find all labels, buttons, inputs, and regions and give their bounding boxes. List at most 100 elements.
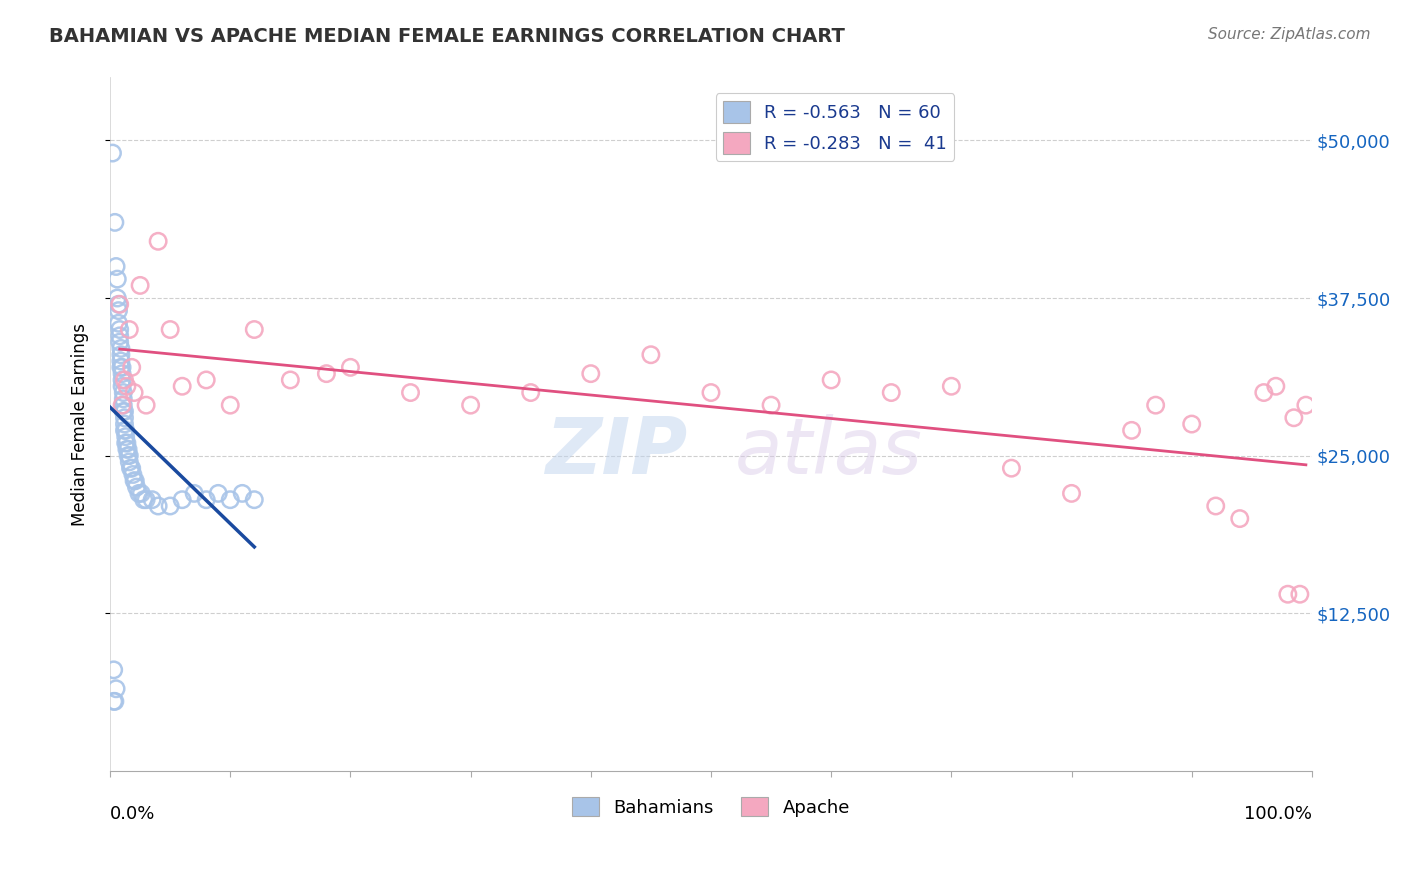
Point — [121, 360, 143, 375]
Point — [105, 291, 128, 305]
Text: 100.0%: 100.0% — [1244, 805, 1312, 823]
Point — [110, 342, 132, 356]
Point — [115, 436, 138, 450]
Point — [183, 486, 205, 500]
Point — [111, 398, 134, 412]
Point — [1264, 379, 1286, 393]
Point — [135, 398, 157, 412]
Point — [111, 360, 134, 375]
Point — [117, 449, 139, 463]
Point — [339, 360, 361, 375]
Point — [820, 373, 842, 387]
Point — [108, 335, 131, 350]
Point — [101, 146, 124, 161]
Point — [1253, 385, 1275, 400]
Point — [1144, 398, 1167, 412]
Point — [1000, 461, 1022, 475]
Point — [114, 430, 136, 444]
Point — [112, 398, 135, 412]
Point — [131, 486, 153, 500]
Point — [159, 322, 181, 336]
Point — [118, 322, 141, 336]
Point — [128, 486, 150, 500]
Text: ZIP: ZIP — [544, 414, 688, 490]
Point — [104, 215, 127, 229]
Point — [1229, 511, 1251, 525]
Point — [195, 492, 218, 507]
Point — [159, 499, 181, 513]
Point — [1121, 423, 1143, 437]
Point — [135, 492, 157, 507]
Point — [115, 442, 138, 457]
Point — [1282, 410, 1305, 425]
Point — [124, 474, 146, 488]
Point — [519, 385, 541, 400]
Point — [108, 297, 131, 311]
Point — [114, 373, 136, 387]
Text: 0.0%: 0.0% — [110, 805, 156, 823]
Point — [243, 322, 266, 336]
Point — [110, 348, 132, 362]
Point — [107, 303, 129, 318]
Point — [112, 385, 135, 400]
Point — [122, 474, 145, 488]
Point — [172, 492, 194, 507]
Point — [207, 486, 229, 500]
Point — [111, 373, 134, 387]
Point — [118, 449, 141, 463]
Point — [122, 467, 145, 482]
Point — [640, 348, 662, 362]
Point — [117, 442, 139, 457]
Point — [114, 423, 136, 437]
Point — [146, 499, 169, 513]
Point — [108, 322, 131, 336]
Point — [105, 272, 128, 286]
Point — [104, 694, 127, 708]
Point — [129, 278, 152, 293]
Point — [121, 461, 143, 475]
Legend: Bahamians, Apache: Bahamians, Apache — [565, 790, 858, 824]
Point — [110, 354, 132, 368]
Point — [125, 480, 148, 494]
Point — [111, 379, 134, 393]
Point — [1181, 417, 1204, 431]
Point — [1060, 486, 1083, 500]
Point — [107, 297, 129, 311]
Point — [107, 316, 129, 330]
Point — [460, 398, 482, 412]
Point — [243, 492, 266, 507]
Point — [122, 385, 145, 400]
Point — [146, 235, 169, 249]
Point — [120, 461, 142, 475]
Point — [112, 392, 135, 406]
Point — [579, 367, 602, 381]
Point — [172, 379, 194, 393]
Point — [219, 398, 242, 412]
Point — [114, 410, 136, 425]
Point — [111, 367, 134, 381]
Point — [759, 398, 782, 412]
Point — [114, 423, 136, 437]
Point — [115, 379, 138, 393]
Point — [114, 404, 136, 418]
Point — [112, 404, 135, 418]
Point — [110, 360, 132, 375]
Point — [132, 492, 155, 507]
Point — [941, 379, 963, 393]
Point — [399, 385, 422, 400]
Point — [195, 373, 218, 387]
Point — [114, 417, 136, 431]
Point — [1295, 398, 1317, 412]
Text: atlas: atlas — [735, 414, 922, 490]
Point — [315, 367, 337, 381]
Point — [141, 492, 163, 507]
Point — [1277, 587, 1299, 601]
Y-axis label: Median Female Earnings: Median Female Earnings — [72, 323, 89, 525]
Point — [118, 455, 141, 469]
Point — [280, 373, 302, 387]
Point — [1289, 587, 1312, 601]
Point — [105, 260, 128, 274]
Text: BAHAMIAN VS APACHE MEDIAN FEMALE EARNINGS CORRELATION CHART: BAHAMIAN VS APACHE MEDIAN FEMALE EARNING… — [49, 27, 845, 45]
Point — [103, 663, 125, 677]
Text: Source: ZipAtlas.com: Source: ZipAtlas.com — [1208, 27, 1371, 42]
